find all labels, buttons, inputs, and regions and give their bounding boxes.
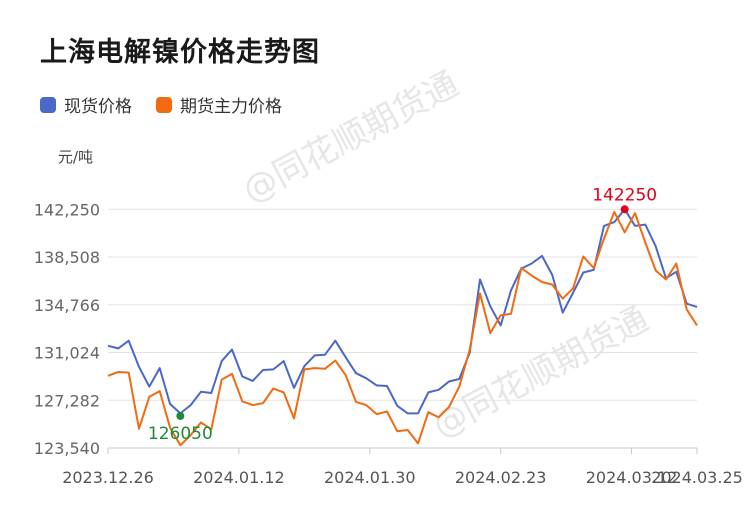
legend-swatch-futures (156, 96, 172, 113)
legend-item-spot[interactable]: 现货价格 (40, 92, 132, 117)
x-tick-label: 2024.03.25 (651, 468, 743, 487)
x-tick-label: 2024.03.12 (586, 468, 678, 487)
max-marker (620, 205, 629, 214)
legend-swatch-spot (40, 96, 56, 113)
legend: 现货价格 期货主力价格 (40, 92, 282, 117)
max-label: 142250 (592, 185, 657, 205)
legend-label-futures: 期货主力价格 (180, 97, 282, 117)
y-tick-label: 134,766 (34, 296, 100, 315)
legend-item-futures[interactable]: 期货主力价格 (156, 92, 282, 117)
x-tick-label: 2024.02.23 (455, 468, 547, 487)
x-tick-label: 2024.01.30 (324, 468, 416, 487)
min-label: 126050 (148, 424, 213, 444)
y-tick-label: 138,508 (34, 248, 100, 267)
legend-label-spot: 现货价格 (64, 97, 132, 117)
x-tick-label: 2024.01.12 (193, 468, 285, 487)
x-tick-label: 2023.12.26 (62, 468, 154, 487)
min-marker (176, 411, 185, 420)
chart-title: 上海电解镍价格走势图 (40, 37, 320, 68)
y-tick-label: 127,282 (34, 391, 100, 410)
y-tick-label: 142,250 (34, 200, 100, 219)
series-line-futures (107, 210, 698, 447)
series-line-spot (107, 208, 698, 415)
y-tick-label: 131,024 (34, 344, 100, 363)
y-axis-unit: 元/吨 (58, 148, 94, 166)
y-tick-label: 123,540 (34, 439, 100, 458)
